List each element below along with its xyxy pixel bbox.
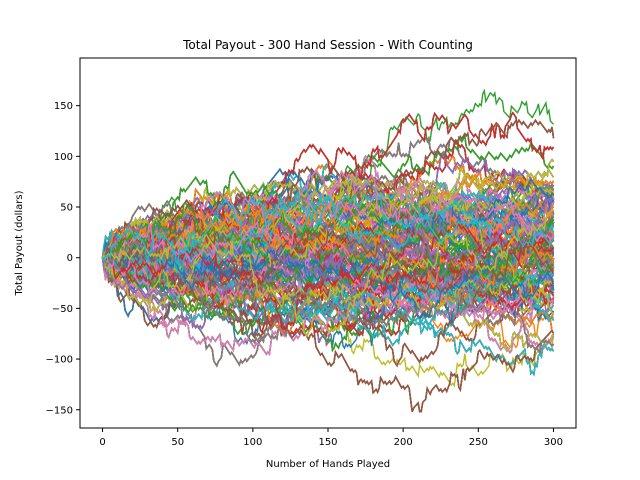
series-line xyxy=(101,190,555,282)
x-tick-label: 200 xyxy=(394,437,413,448)
series-line xyxy=(101,221,555,330)
y-tick-label: 0 xyxy=(67,253,73,264)
series-line xyxy=(101,208,555,338)
series-line xyxy=(101,244,555,319)
series-line xyxy=(101,256,555,326)
series-line xyxy=(101,251,555,357)
series-line xyxy=(101,196,555,266)
y-axis-label: Total Payout (dollars) xyxy=(14,190,25,296)
y-tick-label: 50 xyxy=(60,203,73,214)
series-line xyxy=(101,249,555,413)
series-line xyxy=(101,207,555,289)
chart-title: Total Payout - 300 Hand Session - With C… xyxy=(182,38,473,52)
y-axis: −150 −100 −50 0 50 100 150 xyxy=(46,101,80,416)
y-tick-label: 100 xyxy=(54,152,73,163)
series-line xyxy=(101,252,555,368)
x-tick-label: 0 xyxy=(99,437,105,448)
series-line xyxy=(101,200,555,263)
x-axis-label: Number of Hands Played xyxy=(266,459,390,470)
x-tick-label: 300 xyxy=(544,437,563,448)
x-tick-label: 250 xyxy=(469,437,488,448)
series-line xyxy=(101,222,555,331)
series-line xyxy=(101,240,555,319)
y-tick-label: −50 xyxy=(52,304,73,315)
x-tick-label: 50 xyxy=(171,437,184,448)
x-axis: 0 50 100 150 200 250 300 xyxy=(99,428,563,448)
series-line xyxy=(101,192,555,269)
x-tick-label: 150 xyxy=(318,437,337,448)
x-tick-label: 100 xyxy=(243,437,262,448)
series-line xyxy=(101,201,555,286)
series-line xyxy=(101,118,555,261)
series-line xyxy=(101,229,555,310)
series-layer xyxy=(101,88,555,413)
series-line xyxy=(101,196,555,291)
y-tick-label: −100 xyxy=(46,355,73,366)
y-tick-label: −150 xyxy=(46,405,73,416)
y-tick-label: 150 xyxy=(54,101,73,112)
